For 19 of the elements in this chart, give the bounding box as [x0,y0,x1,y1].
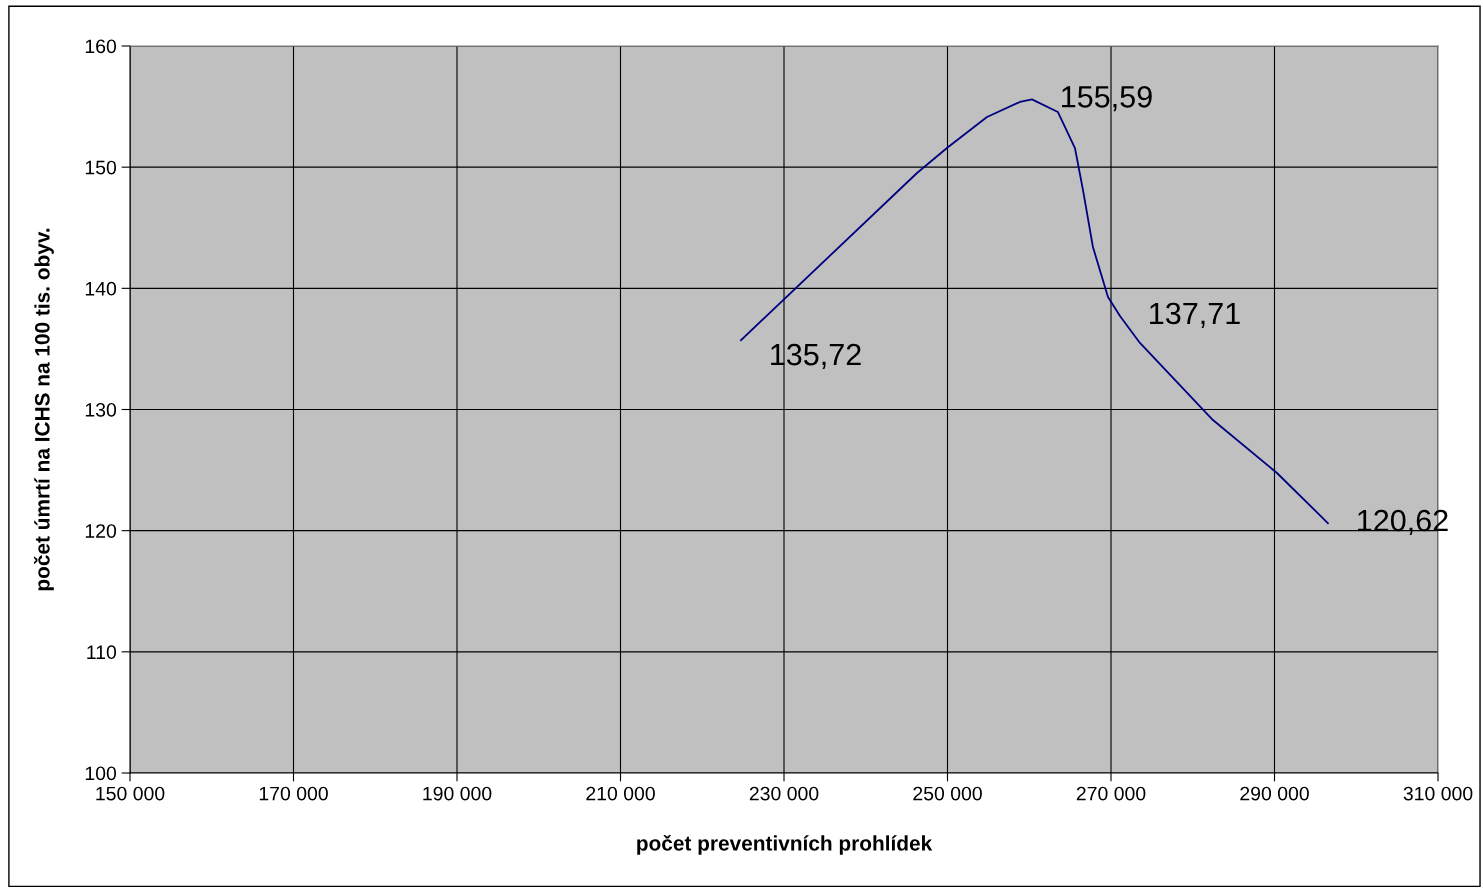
y-tick-label: 130 [85,402,117,417]
x-tick-label: 210 000 [586,786,655,801]
x-tick-label: 150 000 [96,786,165,801]
y-tick-label: 120 [85,524,117,538]
x-tick-label: 250 000 [913,786,982,801]
y-tick-label: 110 [87,645,117,660]
y-tick-label: 140 [85,281,117,296]
x-tick-label: 290 000 [1240,786,1309,801]
y-axis-title: počet úmrtí na ICHS na 100 tis. obyv. [33,228,54,591]
x-tick-label: 170 000 [259,786,328,801]
y-tick-label: 160 [85,39,117,54]
x-tick-label: 190 000 [423,786,492,801]
x-tick-label: 310 000 [1403,786,1473,801]
x-axis-title: počet preventivních prohlídek [637,834,933,855]
x-tick-label: 270 000 [1076,786,1146,801]
x-tick-label: 230 000 [749,786,819,801]
y-tick-label: 150 [85,160,117,175]
data-label: 137,71 [1150,302,1240,328]
y-tick-label: 100 [85,766,117,781]
